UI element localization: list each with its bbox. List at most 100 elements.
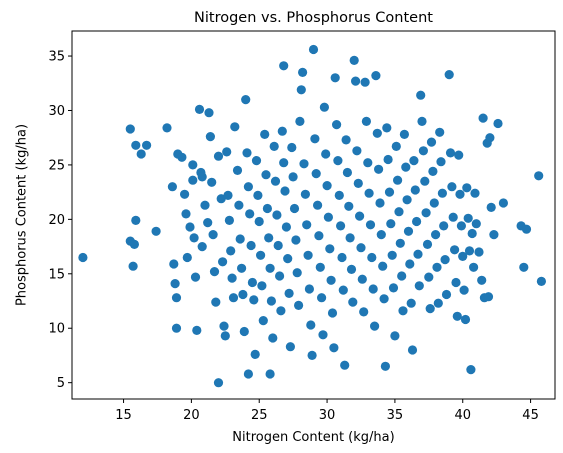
data-point — [182, 252, 192, 263]
data-point — [463, 213, 473, 223]
x-tick-label: 25 — [251, 408, 268, 423]
data-point — [375, 198, 385, 208]
data-point — [307, 350, 317, 360]
data-point — [355, 211, 365, 221]
data-point — [425, 304, 435, 314]
data-point — [289, 203, 300, 214]
data-point — [519, 262, 529, 272]
data-point — [185, 222, 195, 232]
data-point — [303, 250, 313, 260]
data-point — [416, 90, 426, 100]
data-point — [291, 235, 301, 245]
data-point — [440, 255, 450, 265]
data-point — [387, 250, 397, 260]
data-point — [313, 200, 323, 210]
x-tick-label: 35 — [387, 408, 404, 423]
data-point — [333, 156, 343, 166]
data-point — [171, 293, 182, 303]
data-point — [349, 55, 359, 65]
data-point — [372, 128, 382, 138]
data-point — [454, 150, 464, 160]
data-point — [262, 203, 272, 214]
chart-title: Nitrogen vs. Phosphorus Content — [194, 10, 433, 26]
data-point — [273, 240, 283, 251]
data-point — [304, 284, 314, 294]
data-point — [298, 67, 308, 77]
data-point — [306, 320, 316, 330]
x-tick-label: 45 — [522, 408, 539, 423]
data-point — [142, 140, 152, 150]
data-point — [361, 116, 371, 126]
data-point — [314, 231, 324, 241]
data-point — [368, 284, 378, 294]
data-point — [390, 331, 400, 341]
data-point — [230, 122, 240, 132]
data-point — [272, 210, 282, 220]
data-point — [205, 132, 215, 142]
data-point — [281, 222, 291, 232]
data-point — [412, 216, 422, 227]
data-point — [485, 133, 495, 143]
data-point — [534, 171, 544, 181]
data-point — [200, 200, 210, 210]
data-point — [399, 129, 409, 139]
data-point — [370, 321, 380, 331]
data-point — [295, 116, 305, 126]
data-point — [395, 238, 405, 248]
data-point — [279, 61, 289, 71]
data-point — [194, 104, 205, 114]
data-point — [388, 283, 399, 293]
data-point — [437, 188, 447, 198]
data-point — [249, 295, 259, 305]
data-point — [393, 175, 403, 185]
data-point — [299, 159, 309, 169]
data-point — [521, 224, 532, 234]
data-point — [292, 268, 302, 278]
data-point — [462, 183, 472, 193]
data-point — [326, 275, 336, 285]
data-point — [258, 316, 268, 326]
data-point — [265, 263, 275, 273]
data-point — [374, 164, 384, 174]
data-point — [207, 177, 217, 187]
data-point — [269, 141, 279, 151]
y-axis-label: Phosphorus Content (kg/ha) — [15, 124, 30, 306]
x-tick-label: 40 — [454, 408, 471, 423]
data-point — [340, 360, 350, 370]
data-point — [466, 365, 476, 375]
data-point — [330, 73, 340, 83]
data-point — [254, 216, 264, 227]
data-point — [78, 252, 88, 263]
data-point — [131, 140, 141, 150]
y-tick-label: 25 — [48, 158, 65, 173]
data-point — [181, 209, 191, 219]
data-point — [284, 288, 294, 298]
data-point — [177, 152, 187, 162]
data-point — [235, 234, 245, 244]
data-point — [341, 135, 351, 145]
data-point — [270, 176, 281, 186]
data-point — [410, 185, 420, 195]
data-point — [317, 293, 327, 303]
data-point — [460, 314, 471, 325]
data-point — [197, 172, 207, 182]
data-point — [406, 298, 416, 308]
data-point — [128, 261, 138, 271]
plot-frame — [71, 30, 556, 400]
data-point — [384, 187, 395, 197]
data-point — [311, 169, 321, 179]
data-point — [256, 250, 266, 260]
data-point — [409, 156, 419, 166]
data-point — [363, 158, 373, 168]
data-point — [245, 209, 255, 219]
data-point — [218, 257, 228, 267]
data-point — [136, 149, 146, 159]
data-point — [216, 194, 226, 204]
data-point — [470, 188, 480, 198]
data-point — [469, 262, 479, 272]
data-point — [162, 123, 172, 133]
data-point — [477, 275, 487, 285]
data-point — [397, 271, 407, 281]
data-point — [489, 230, 499, 240]
data-point — [247, 277, 257, 288]
